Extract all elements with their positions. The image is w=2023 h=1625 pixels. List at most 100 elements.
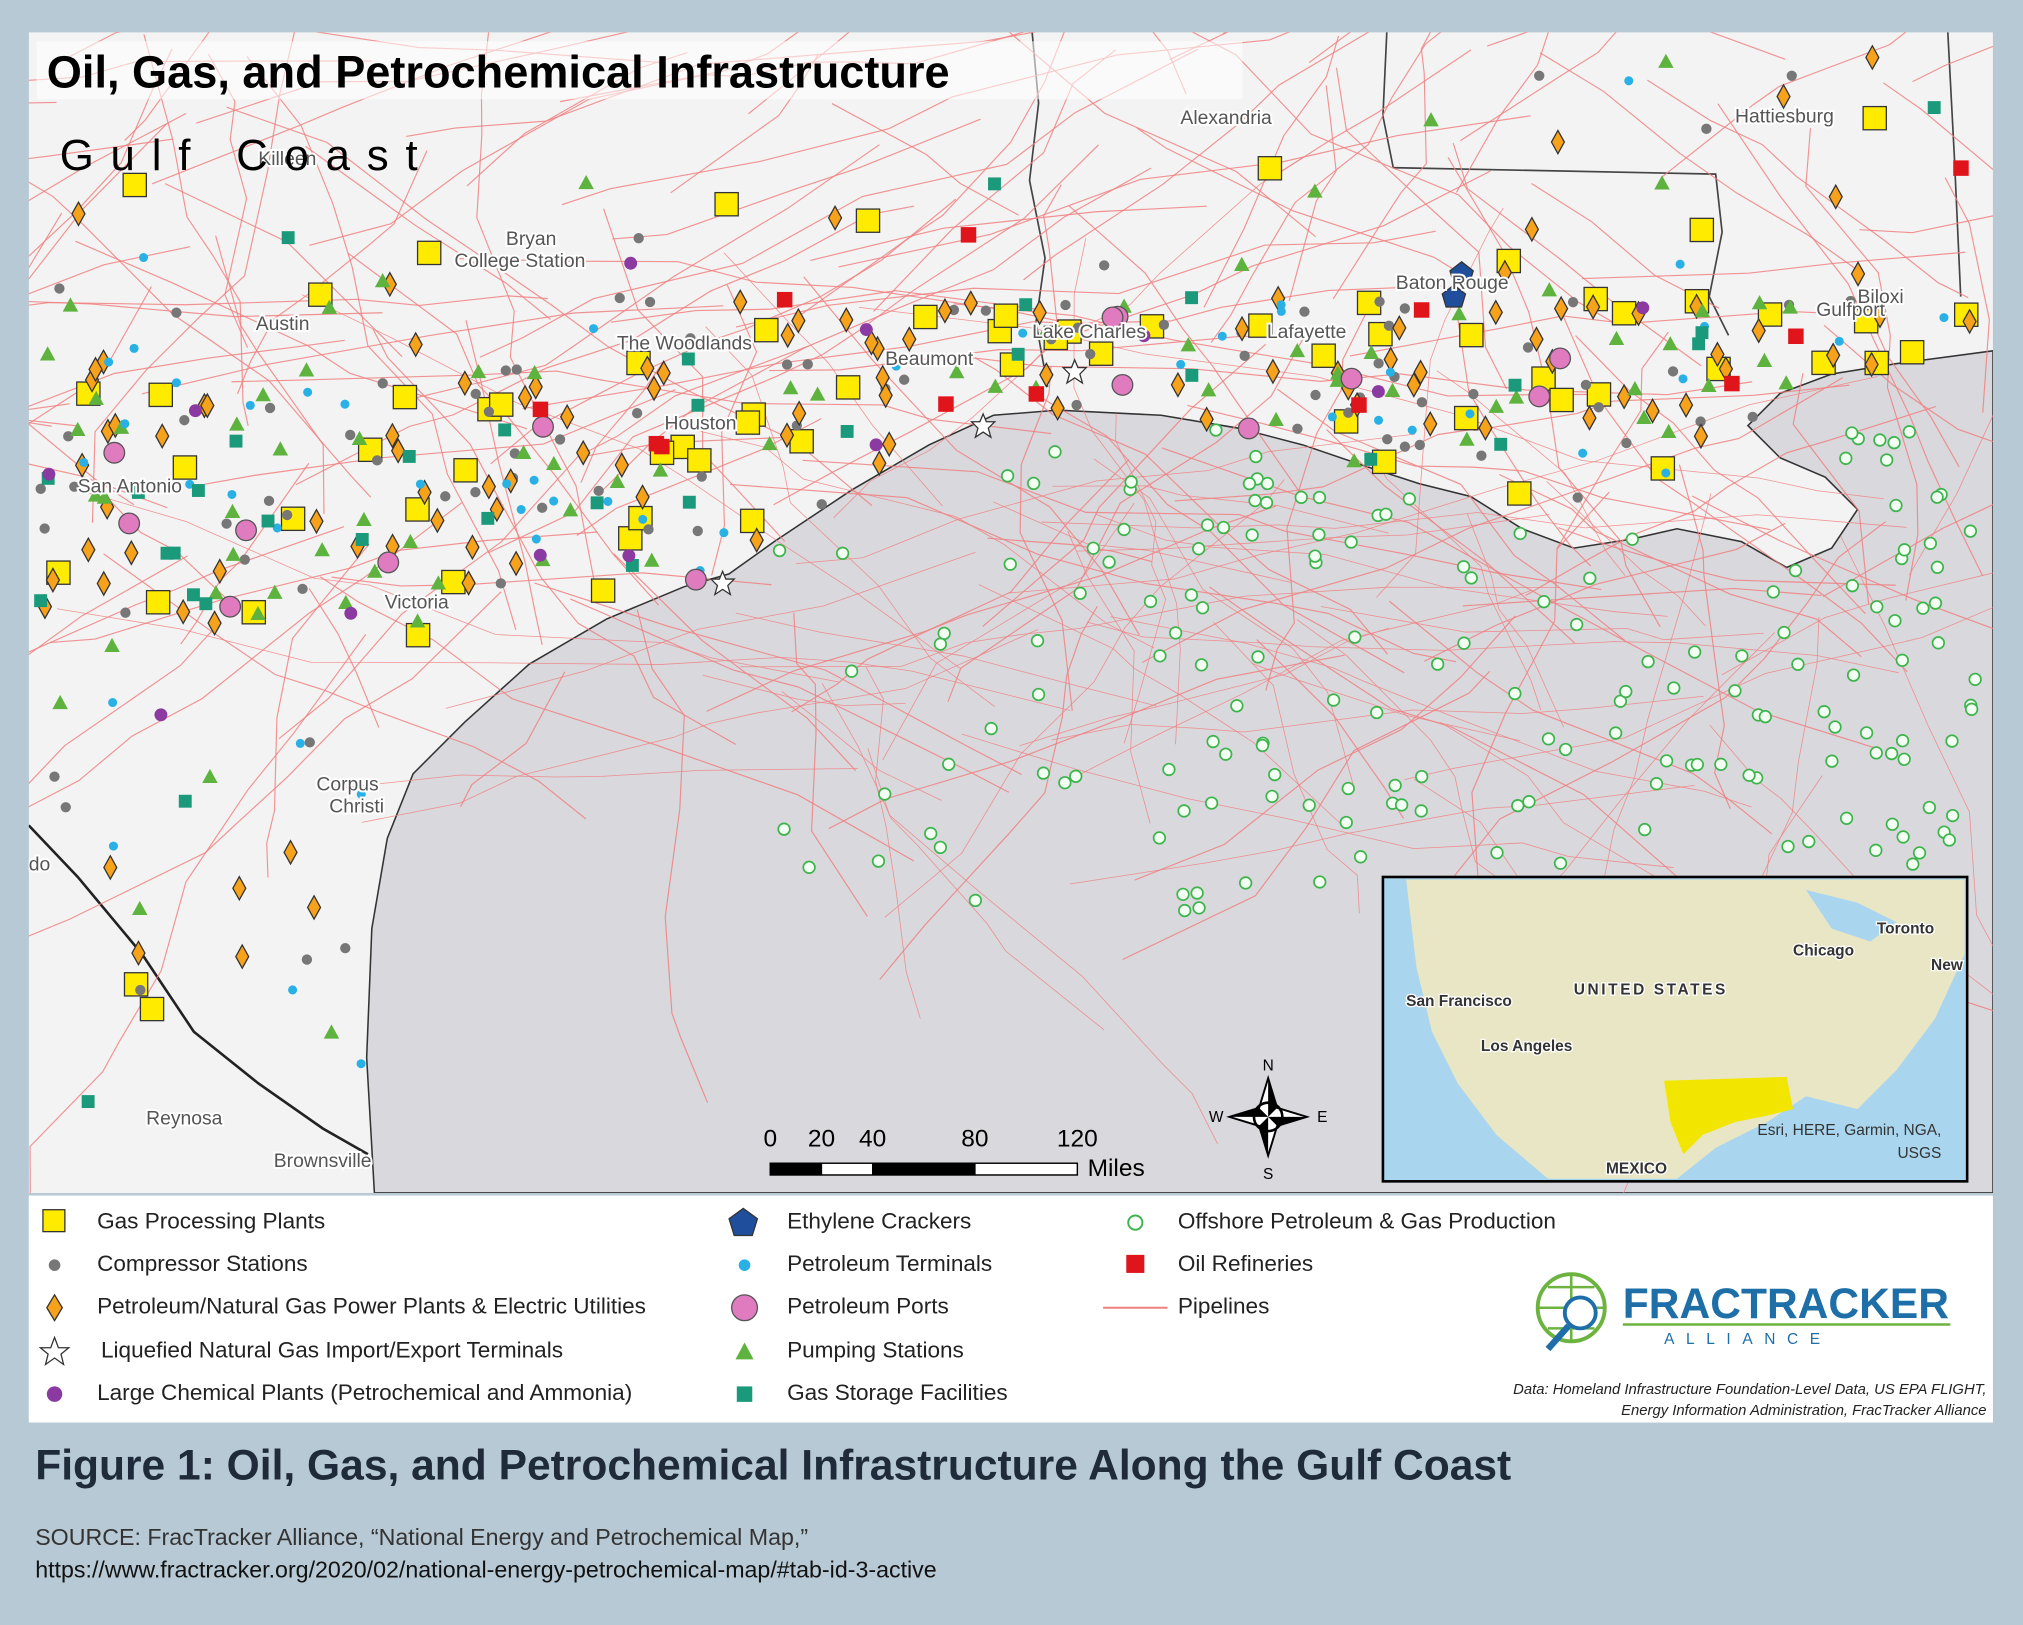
- inset-label: UNITED STATES: [1574, 981, 1728, 998]
- gas-processing-plant: [1459, 322, 1484, 348]
- power-plant: [635, 484, 650, 510]
- pipeline: [982, 343, 1267, 627]
- power-plant: [1392, 314, 1407, 341]
- offshore-production: [1728, 684, 1742, 698]
- compressor-station: [1476, 450, 1487, 461]
- power-plant: [1582, 405, 1597, 431]
- compressor-station: [1071, 399, 1082, 411]
- pipeline: [793, 612, 868, 917]
- offshore-production: [1058, 776, 1072, 790]
- pipeline: [1944, 177, 1990, 413]
- scale-bar-segment: [871, 1162, 976, 1176]
- power-plant: [1693, 423, 1709, 450]
- offshore-production: [1896, 830, 1910, 844]
- gas-processing-plant: [1650, 456, 1676, 481]
- pumping-station: [225, 546, 242, 561]
- legend-symbol: [46, 1293, 64, 1322]
- pipeline: [1320, 606, 1764, 641]
- power-plant: [212, 558, 227, 585]
- pumping-station: [202, 768, 218, 784]
- compressor-station: [633, 233, 644, 244]
- title-backdrop: [36, 41, 1243, 100]
- pipeline: [882, 502, 1135, 761]
- pipeline: [361, 629, 1039, 823]
- inset-map: Toronto Chicago New UNITED STATES San Fr…: [1381, 875, 1969, 1183]
- gas-storage: [691, 398, 705, 412]
- power-plant: [1550, 129, 1566, 155]
- compressor-station: [1468, 388, 1479, 400]
- power-plant: [175, 598, 191, 625]
- pipeline: [723, 252, 943, 507]
- compressor-station: [1399, 441, 1411, 452]
- power-plant: [1488, 299, 1503, 326]
- pipeline: [1460, 32, 1617, 142]
- pumping-station: [88, 390, 104, 405]
- gas-processing-plant: [488, 392, 514, 417]
- power-plant: [1524, 216, 1540, 243]
- pipeline: [1457, 317, 1592, 567]
- facilities: [34, 44, 1982, 1109]
- inset-attribution: Esri, HERE, Garmin, NGA,: [1757, 1122, 1941, 1139]
- pipeline: [92, 482, 231, 603]
- pumping-station: [1289, 342, 1306, 358]
- compressor-station: [899, 374, 910, 385]
- power-plant: [465, 534, 480, 561]
- offshore-production: [1248, 493, 1262, 508]
- petroleum-terminal: [638, 514, 648, 524]
- pipeline: [1023, 32, 1370, 281]
- compressor-station: [39, 523, 50, 534]
- petroleum-port: [235, 519, 258, 542]
- offshore-production: [1649, 777, 1664, 791]
- power-plant: [1413, 359, 1428, 386]
- gas-storage: [191, 484, 205, 497]
- pipeline: [28, 502, 463, 808]
- map: Alexandria Hattiesburg Killeen Bryan Col…: [28, 32, 1993, 1193]
- chemical-plant: [42, 467, 56, 481]
- pipeline: [1822, 504, 1993, 597]
- pumping-station: [229, 416, 245, 431]
- pipeline: [141, 305, 724, 395]
- legend-label: Oil Refineries: [1178, 1251, 1313, 1276]
- scale-tick-label: 40: [859, 1126, 886, 1153]
- pumping-station: [609, 473, 626, 489]
- logo: FRACTRACKER ALLIANCE: [1535, 1272, 1951, 1352]
- oil-refinery: [1724, 375, 1740, 392]
- offshore-production: [1541, 732, 1556, 746]
- compressor-station: [1383, 320, 1395, 331]
- gas-processing-plant: [148, 382, 173, 408]
- pipeline: [769, 334, 1293, 372]
- compressor-station: [1239, 350, 1250, 361]
- gas-processing-plant: [392, 384, 418, 410]
- pipeline: [1404, 607, 1993, 780]
- compressor-station: [340, 942, 351, 954]
- petroleum-terminal: [1661, 468, 1671, 478]
- pipeline: [1019, 365, 1073, 711]
- offshore-production: [1394, 798, 1409, 812]
- pumping-station: [1756, 352, 1773, 367]
- pipeline: [490, 198, 957, 465]
- pipeline: [460, 671, 566, 808]
- pipeline: [711, 284, 758, 576]
- power-plant: [1234, 315, 1250, 342]
- gas-processing-plant: [241, 599, 267, 625]
- offshore-production: [1880, 453, 1894, 467]
- pipeline: [561, 32, 1291, 206]
- pipeline: [580, 361, 664, 483]
- pipeline: [1063, 285, 1443, 325]
- power-plant: [656, 360, 671, 386]
- petroleum-terminal: [1407, 425, 1417, 435]
- petroleum-terminal: [415, 479, 425, 489]
- legend-label: Pipelines: [1178, 1294, 1270, 1319]
- pipeline: [28, 212, 63, 269]
- pumping-station: [515, 444, 532, 460]
- oil-refinery: [938, 396, 954, 412]
- pumping-station: [1268, 411, 1284, 427]
- petroleum-terminal: [1322, 325, 1332, 335]
- petroleum-terminal: [1385, 367, 1395, 377]
- pipeline: [1721, 572, 1993, 676]
- power-plant: [780, 322, 795, 349]
- compass-n: N: [1263, 1057, 1274, 1074]
- power-plant: [1553, 295, 1569, 322]
- offshore-production: [844, 664, 859, 678]
- gas-storage: [682, 495, 696, 509]
